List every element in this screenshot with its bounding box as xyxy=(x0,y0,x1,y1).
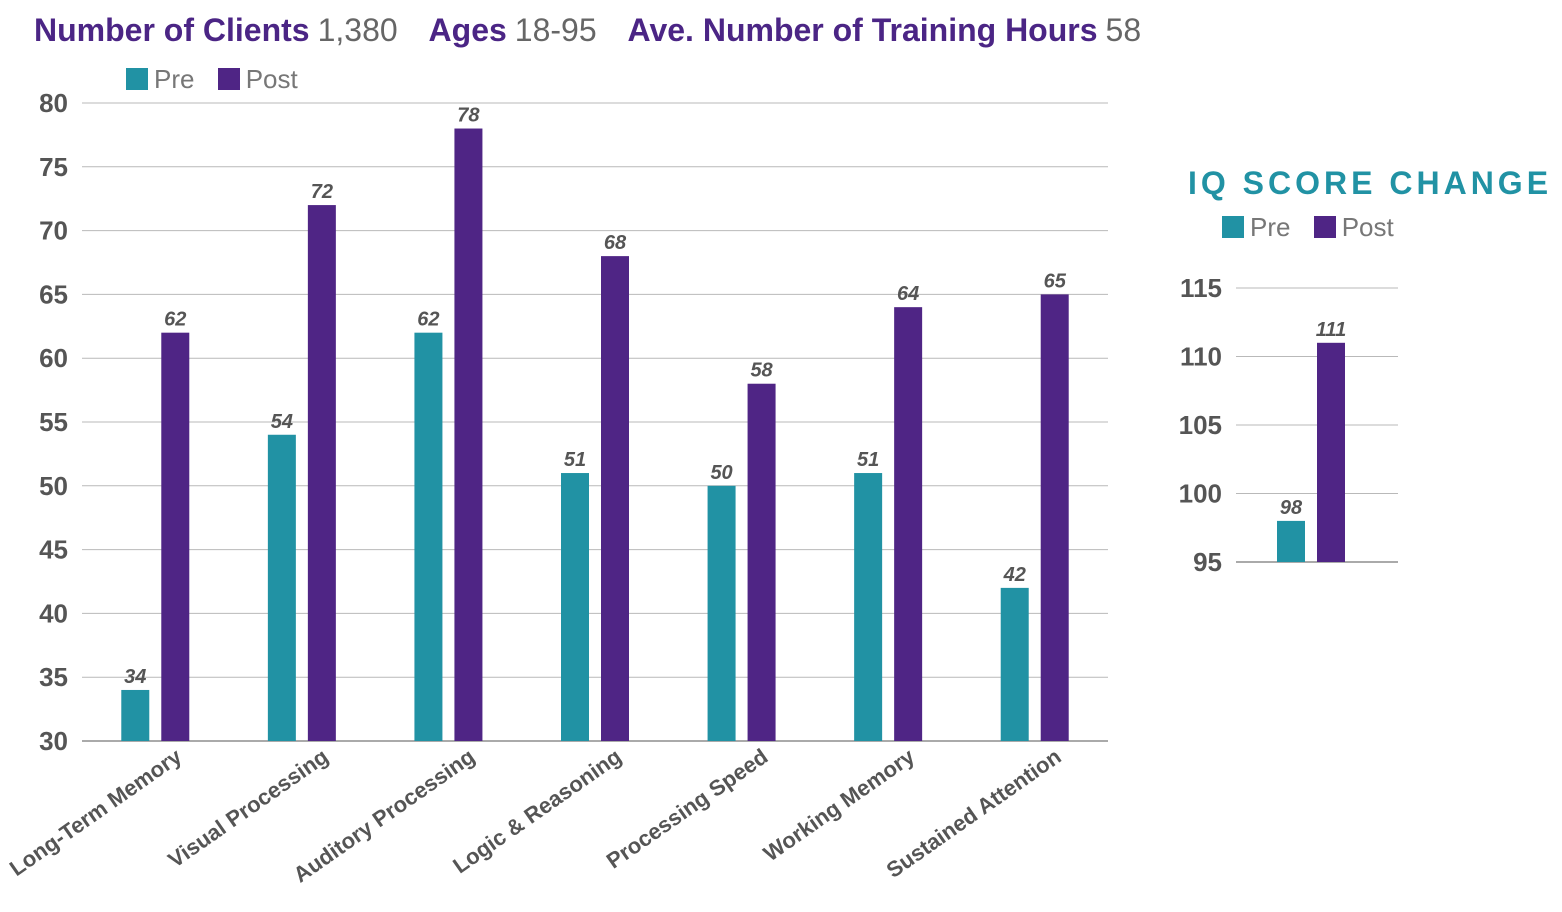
clients-label: Number of Clients xyxy=(34,12,310,48)
bar-post xyxy=(894,307,923,741)
bar-pre xyxy=(707,485,736,741)
stats-header: Number of Clients 1,380 Ages 18-95 Ave. Nu… xyxy=(34,12,1163,49)
legend-item-post: Post xyxy=(217,64,298,94)
main-chart-legend: Pre Post xyxy=(126,64,314,95)
ages-label: Ages xyxy=(428,12,507,48)
legend-label-post: Post xyxy=(245,64,298,94)
training-hours-label: Ave. Number of Training Hours xyxy=(627,12,1098,48)
y-tick-label: 60 xyxy=(39,343,68,373)
bar-post xyxy=(1040,294,1069,741)
bar-pre xyxy=(854,473,883,741)
bar-pre xyxy=(267,434,296,741)
iq-chart-title: IQ SCORE CHANGE xyxy=(1188,165,1553,201)
y-tick-label: 50 xyxy=(39,471,68,501)
bar-post xyxy=(601,256,629,741)
ages-value: 18-95 xyxy=(514,12,597,48)
bar-pre xyxy=(121,689,150,741)
data-label-post: 64 xyxy=(897,283,919,305)
legend-item-pre: Pre xyxy=(126,64,194,94)
data-label-pre: 51 xyxy=(857,449,879,471)
iq-bar-pre xyxy=(1277,520,1305,562)
data-label-pre: 42 xyxy=(1003,564,1026,586)
iq-legend-item-pre: Pre xyxy=(1222,212,1290,242)
iq-data-label-post: 111 xyxy=(1316,319,1346,341)
y-tick-label: 70 xyxy=(39,216,68,246)
data-label-post: 58 xyxy=(750,360,773,382)
data-label-post: 65 xyxy=(1044,270,1067,292)
data-label-post: 72 xyxy=(311,181,333,203)
data-label-pre: 50 xyxy=(710,462,732,484)
y-tick-label: 75 xyxy=(39,152,68,182)
data-label-pre: 51 xyxy=(564,449,586,471)
category-label: Processing Speed xyxy=(602,744,773,874)
clients-value: 1,380 xyxy=(317,12,398,48)
bar-post xyxy=(747,383,776,741)
data-label-post: 68 xyxy=(604,232,627,254)
legend-swatch-pre xyxy=(126,68,148,90)
bar-post xyxy=(454,128,483,741)
category-label: Long-Term Memory xyxy=(5,743,187,881)
y-tick-label: 40 xyxy=(39,598,68,628)
bar-pre xyxy=(561,473,589,741)
data-label-post: 78 xyxy=(457,105,480,127)
bar-pre xyxy=(414,332,443,741)
bar-post xyxy=(161,332,190,741)
iq-data-label-pre: 98 xyxy=(1280,497,1303,519)
iq-y-tick-label: 105 xyxy=(1179,410,1222,440)
bar-post xyxy=(307,205,336,741)
data-label-post: 62 xyxy=(164,309,186,331)
category-label: Working Memory xyxy=(759,743,920,866)
data-label-pre: 34 xyxy=(124,666,146,688)
iq-legend-swatch-pre xyxy=(1222,216,1244,238)
y-tick-label: 80 xyxy=(39,88,68,118)
bar-pre xyxy=(1000,587,1029,741)
y-tick-label: 35 xyxy=(39,662,68,692)
iq-legend-label-pre: Pre xyxy=(1250,212,1291,242)
legend-swatch-post xyxy=(217,68,240,90)
data-label-pre: 54 xyxy=(271,411,293,433)
training-hours-value: 58 xyxy=(1105,12,1142,48)
data-label-pre: 62 xyxy=(417,309,439,331)
iq-legend-item-post: Post xyxy=(1313,212,1394,242)
legend-label-pre: Pre xyxy=(154,64,195,94)
iq-y-tick-label: 110 xyxy=(1180,342,1222,372)
iq-bar-post xyxy=(1317,342,1345,562)
iq-legend-label-post: Post xyxy=(1341,212,1394,242)
y-tick-label: 55 xyxy=(39,407,68,437)
iq-legend-swatch-post xyxy=(1313,216,1336,238)
iq-y-tick-label: 95 xyxy=(1193,547,1222,577)
iq-y-tick-label: 115 xyxy=(1180,273,1222,303)
y-tick-label: 30 xyxy=(39,726,68,756)
y-tick-label: 45 xyxy=(39,535,68,565)
iq-y-tick-label: 100 xyxy=(1179,479,1222,509)
y-tick-label: 65 xyxy=(39,279,68,309)
iq-chart-legend: Pre Post xyxy=(1222,212,1410,243)
